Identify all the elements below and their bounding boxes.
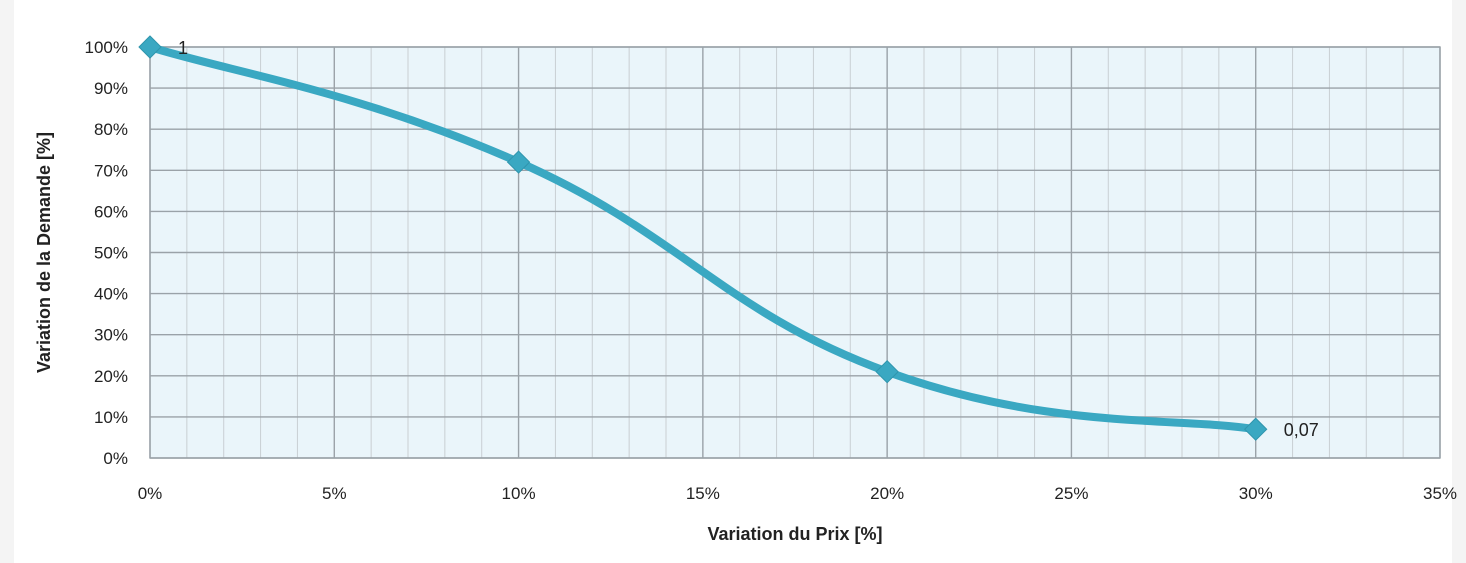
data-point-marker	[1244, 417, 1268, 441]
x-tick-label: 15%	[686, 484, 720, 503]
plot-border	[149, 46, 1441, 459]
y-tick-label: 80%	[94, 120, 128, 139]
frame-border-right	[1452, 0, 1466, 563]
y-tick-label: 90%	[94, 79, 128, 98]
x-tick-label: 30%	[1239, 484, 1273, 503]
y-tick-label: 50%	[94, 244, 128, 263]
data-labels: 10,07	[178, 38, 1319, 440]
x-tick-label: 0%	[138, 484, 163, 503]
x-tick-label: 5%	[322, 484, 347, 503]
data-point-marker	[875, 359, 899, 384]
y-tick-label: 40%	[94, 285, 128, 304]
y-tick-label: 20%	[94, 367, 128, 386]
data-point-marker	[506, 150, 531, 174]
x-tick-label: 35%	[1423, 484, 1457, 503]
y-axis-title: Variation de la Demande [%]	[34, 132, 54, 373]
x-tick-label: 10%	[502, 484, 536, 503]
y-axis-ticks: 0% 10% 20% 30% 40% 50% 60% 70% 80% 90% 100%	[85, 38, 128, 468]
data-label: 1	[178, 38, 188, 58]
x-axis-title: Variation du Prix [%]	[707, 524, 882, 544]
data-label: 0,07	[1284, 420, 1319, 440]
y-tick-label: 70%	[94, 161, 128, 180]
y-tick-label: 100%	[85, 38, 128, 57]
y-tick-label: 0%	[103, 449, 128, 468]
x-axis-ticks: 0% 5% 10% 15% 20% 25% 30% 35%	[138, 484, 1457, 503]
frame-border-left	[0, 0, 14, 563]
x-tick-label: 20%	[870, 484, 904, 503]
y-tick-label: 10%	[94, 408, 128, 427]
x-tick-label: 25%	[1054, 484, 1088, 503]
series-markers	[138, 35, 1268, 441]
grid-lines	[149, 46, 1441, 459]
data-point-marker	[138, 35, 162, 59]
y-tick-label: 30%	[94, 326, 128, 345]
series-line	[146, 43, 1260, 434]
y-tick-label: 60%	[94, 202, 128, 221]
